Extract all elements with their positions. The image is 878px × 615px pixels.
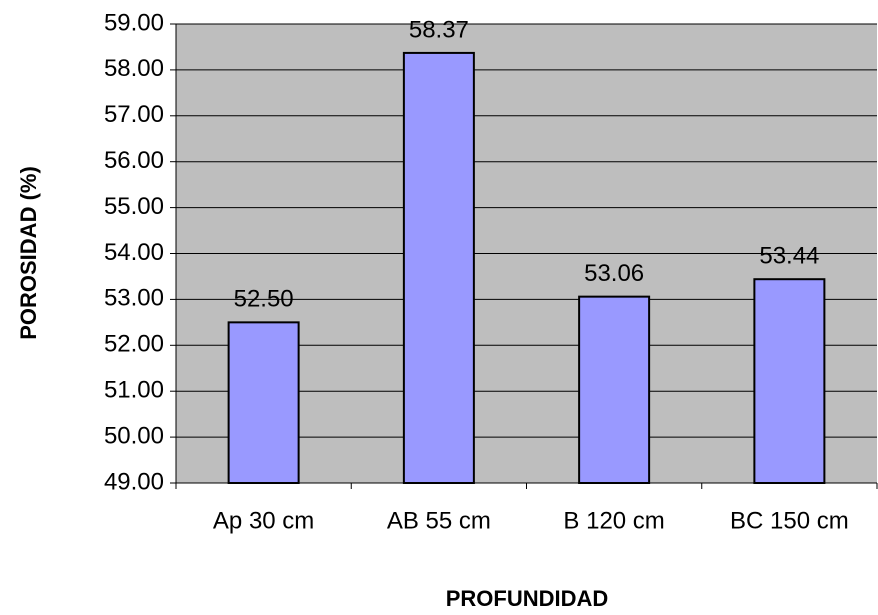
bar (578, 295, 651, 484)
x-tick-label: BC 150 cm (730, 507, 849, 534)
bar (753, 278, 826, 485)
x-tick-label: AB 55 cm (387, 507, 491, 534)
data-label: 52.50 (234, 286, 294, 313)
data-label: 53.44 (759, 243, 819, 270)
bar (402, 51, 475, 485)
y-tick-label: 53.00 (104, 285, 164, 312)
data-label: 58.37 (409, 16, 469, 43)
bar (227, 321, 300, 484)
x-tick-label: Ap 30 cm (213, 507, 314, 534)
y-tick-label: 49.00 (104, 468, 164, 495)
y-tick-label: 57.00 (104, 101, 164, 128)
y-tick-label: 58.00 (104, 55, 164, 82)
y-tick-label: 54.00 (104, 239, 164, 266)
y-tick-label: 52.00 (104, 331, 164, 358)
data-label: 53.06 (584, 260, 644, 287)
y-axis-title: POROSIDAD (%) (16, 166, 41, 340)
y-tick-label: 55.00 (104, 193, 164, 220)
x-tick-label: B 120 cm (563, 507, 664, 534)
y-tick-label: 50.00 (104, 422, 164, 449)
y-tick-label: 56.00 (104, 147, 164, 174)
y-tick-label: 59.00 (104, 9, 164, 36)
x-axis-title: PROFUNDIDAD (446, 586, 609, 611)
y-tick-label: 51.00 (104, 377, 164, 404)
